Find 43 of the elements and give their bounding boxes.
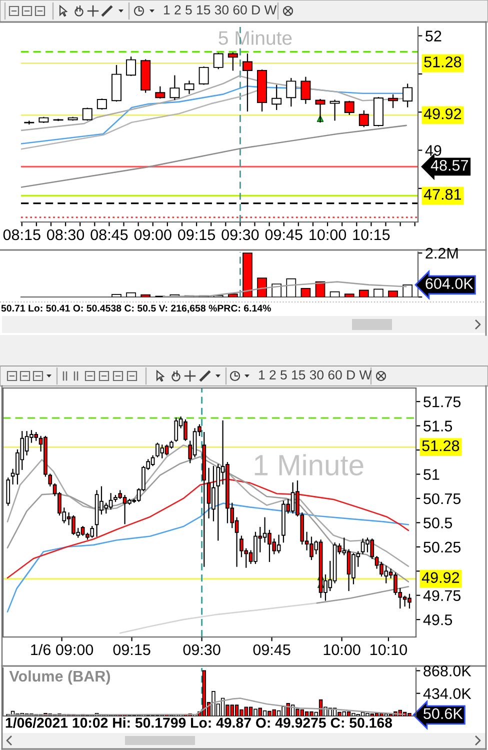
ref-line-label: 49.92 <box>422 572 460 583</box>
ref-line-label: 47.81 <box>424 188 462 200</box>
y-tick-label: 868.0K <box>424 666 472 676</box>
x-tick-label: 09:45 <box>253 644 290 656</box>
x-tick-label: 09:15 <box>178 229 216 240</box>
text: 1 2 5 15 30 60 D W <box>164 5 277 15</box>
y-tick-label: 49 <box>425 145 442 156</box>
x-tick-label: 08:30 <box>47 229 84 240</box>
y-tick-label: 49.75 <box>423 590 461 602</box>
x-tick-label: 1/6 09:00 <box>31 644 94 656</box>
x-tick-label: 10:15 <box>353 229 390 240</box>
y-tick-label: 50.6K <box>424 708 463 720</box>
y-tick-label: 52 <box>426 30 442 42</box>
y-tick-label: 51.5 <box>424 420 452 432</box>
y-tick-label: 49.5 <box>423 614 452 626</box>
text: 50.71 Lo: 50.41 O: 50.4538 C: 50.5 V: 216,658 %PRC: 6.14% <box>1 304 271 314</box>
x-tick-label: 09:30 <box>222 229 259 240</box>
x-tick-label: 08:45 <box>90 229 128 240</box>
x-tick-label: 09:45 <box>265 229 302 240</box>
chart-title: 5 Minute <box>218 30 292 45</box>
ref-line-label: 51.28 <box>422 440 460 452</box>
x-tick-label: 09:30 <box>183 644 220 656</box>
ref-line-label: 51.28 <box>424 56 462 68</box>
y-tick-label: 434.0K <box>423 688 472 700</box>
y-tick-label: 51.75 <box>424 396 461 408</box>
ref-line-label: 49.92 <box>424 108 462 120</box>
x-tick-label: 10:00 <box>324 644 360 656</box>
x-tick-label: 09:15 <box>113 644 150 656</box>
x-tick-label: 09:00 <box>134 229 172 240</box>
x-tick-label: 10:00 <box>310 229 346 240</box>
y-tick-label: 51 <box>424 469 440 480</box>
x-tick-label: 10:10 <box>370 644 407 656</box>
y-tick-label: 2.2M <box>426 248 458 259</box>
y-tick-label: 50.5 <box>424 518 452 528</box>
data-label: 604.0K <box>426 278 474 290</box>
chart-title: Volume (BAR) <box>9 670 110 685</box>
y-tick-label: 50.25 <box>424 542 461 553</box>
ref-line-label: 48.57 <box>430 160 468 171</box>
x-tick-label: 08:15 <box>3 229 40 240</box>
text: 1 2 5 15 30 60 D W <box>259 370 372 380</box>
text: 1 Minute <box>254 454 364 476</box>
text: 1/06/2021 10:02 Hi: 50.1799 Lo: 49.87 O: 49.9275 C: 50.168 <box>6 717 392 728</box>
y-tick-label: 50.75 <box>424 493 461 504</box>
